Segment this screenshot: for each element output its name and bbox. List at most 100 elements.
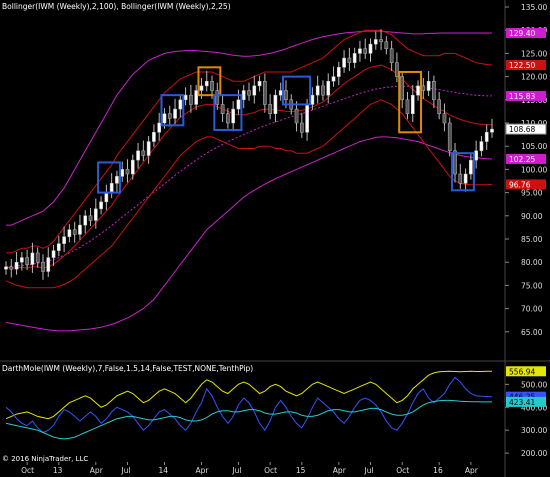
candle-body <box>57 243 61 251</box>
candle-body <box>115 176 119 184</box>
indicator-tick-label: 200.00 <box>521 449 547 458</box>
candle-body <box>51 250 56 258</box>
candle-body <box>67 229 72 237</box>
price-candle <box>426 71 431 97</box>
price-candle <box>194 84 198 111</box>
candle-body <box>294 108 299 124</box>
indicator-label-value: 423.41 <box>509 398 535 407</box>
candle-body <box>347 57 352 63</box>
price-candle <box>25 249 29 271</box>
price-candle <box>189 84 193 113</box>
price-tick-label: 70.00 <box>521 305 543 314</box>
price-tick-label: 95.00 <box>521 189 543 198</box>
price-label-value: 115.83 <box>509 92 535 101</box>
candle-body <box>35 252 40 263</box>
price-candle <box>152 124 156 148</box>
price-candle <box>57 235 61 257</box>
price-tick-label: 100.00 <box>521 165 547 174</box>
price-candle <box>178 94 183 118</box>
candle-body <box>125 169 130 175</box>
price-tick-label: 90.00 <box>521 212 543 221</box>
price-candle <box>321 80 325 101</box>
candle-body <box>194 90 198 105</box>
price-tick-label: 110.00 <box>521 119 547 128</box>
candle-body <box>368 43 373 54</box>
highlight-box-orange <box>197 66 222 97</box>
candle-body <box>183 94 188 101</box>
price-label-value: 108.68 <box>509 125 535 134</box>
candle-body <box>173 108 177 119</box>
price-candle <box>93 198 98 229</box>
candle-body <box>437 99 441 114</box>
candle-body <box>257 80 262 87</box>
candle-body <box>152 132 156 142</box>
price-label-value: 129.40 <box>509 29 535 38</box>
candle-body <box>141 150 146 156</box>
price-candle <box>46 247 51 278</box>
highlight-box-blue <box>97 161 121 194</box>
price-candle <box>437 91 441 120</box>
candle-body <box>490 128 494 133</box>
candle-body <box>373 39 378 45</box>
price-candle <box>220 94 225 123</box>
price-candle <box>215 82 220 111</box>
indicator-tick-label: 500.00 <box>521 380 547 389</box>
price-candle <box>278 82 283 101</box>
candle-body <box>310 94 315 105</box>
candle-body <box>236 99 241 110</box>
price-candle <box>125 159 130 183</box>
price-candle <box>14 251 19 275</box>
price-tick-label: 135.00 <box>521 3 547 12</box>
x-tick-label: 14 <box>158 466 168 475</box>
price-candle <box>141 140 146 162</box>
price-candle <box>384 36 389 55</box>
x-tick-label: 16 <box>433 466 443 475</box>
candle-body <box>273 94 278 114</box>
candle-body <box>120 169 125 177</box>
candle-body <box>252 85 257 96</box>
x-tick-label: 13 <box>53 466 63 475</box>
price-candle <box>474 140 478 169</box>
price-candle <box>358 40 362 62</box>
price-candle <box>51 245 56 266</box>
bb100-mid-line <box>5 85 492 268</box>
candle-body <box>400 76 405 101</box>
price-label-box <box>506 60 546 70</box>
x-tick-label: Jul <box>121 466 131 475</box>
price-candle <box>410 84 415 123</box>
x-tick-label: Jul <box>231 466 241 475</box>
candle-body <box>331 76 336 82</box>
price-tick-label: 75.00 <box>521 281 543 290</box>
price-label-value: 96.76 <box>509 180 531 189</box>
candle-body <box>88 215 93 221</box>
x-tick-label: Oct <box>264 466 277 475</box>
price-candle <box>257 75 262 92</box>
bb25-upper-line <box>6 29 493 254</box>
candle-body <box>167 113 172 119</box>
price-candle <box>83 210 88 234</box>
price-label-box <box>506 90 546 101</box>
indicator-panel: DarthMole(IWM (Weekly),7,False,1.5,14,Fa… <box>0 360 550 477</box>
candle-body <box>25 257 29 265</box>
candle-body <box>210 80 214 91</box>
indicator-panel-title: DarthMole(IWM (Weekly),7,False,1.5,14,Fa… <box>2 364 253 373</box>
indicator-tick-label: 400.00 <box>521 403 547 412</box>
price-candle <box>72 221 77 243</box>
candle-body <box>284 90 288 101</box>
price-candle <box>347 47 352 72</box>
candle-body <box>421 85 426 91</box>
candle-body <box>157 122 162 133</box>
candle-body <box>247 90 251 96</box>
x-tick-label: Apr <box>333 466 347 475</box>
candle-body <box>78 224 82 235</box>
price-candle <box>204 71 209 92</box>
price-candle <box>389 40 394 72</box>
bb25-lower-line <box>5 99 493 289</box>
candle-body <box>130 159 135 175</box>
highlight-box-blue <box>213 94 243 131</box>
price-candle <box>336 61 341 85</box>
price-candle <box>120 161 125 182</box>
candle-body <box>463 173 468 184</box>
candle-body <box>321 85 325 96</box>
